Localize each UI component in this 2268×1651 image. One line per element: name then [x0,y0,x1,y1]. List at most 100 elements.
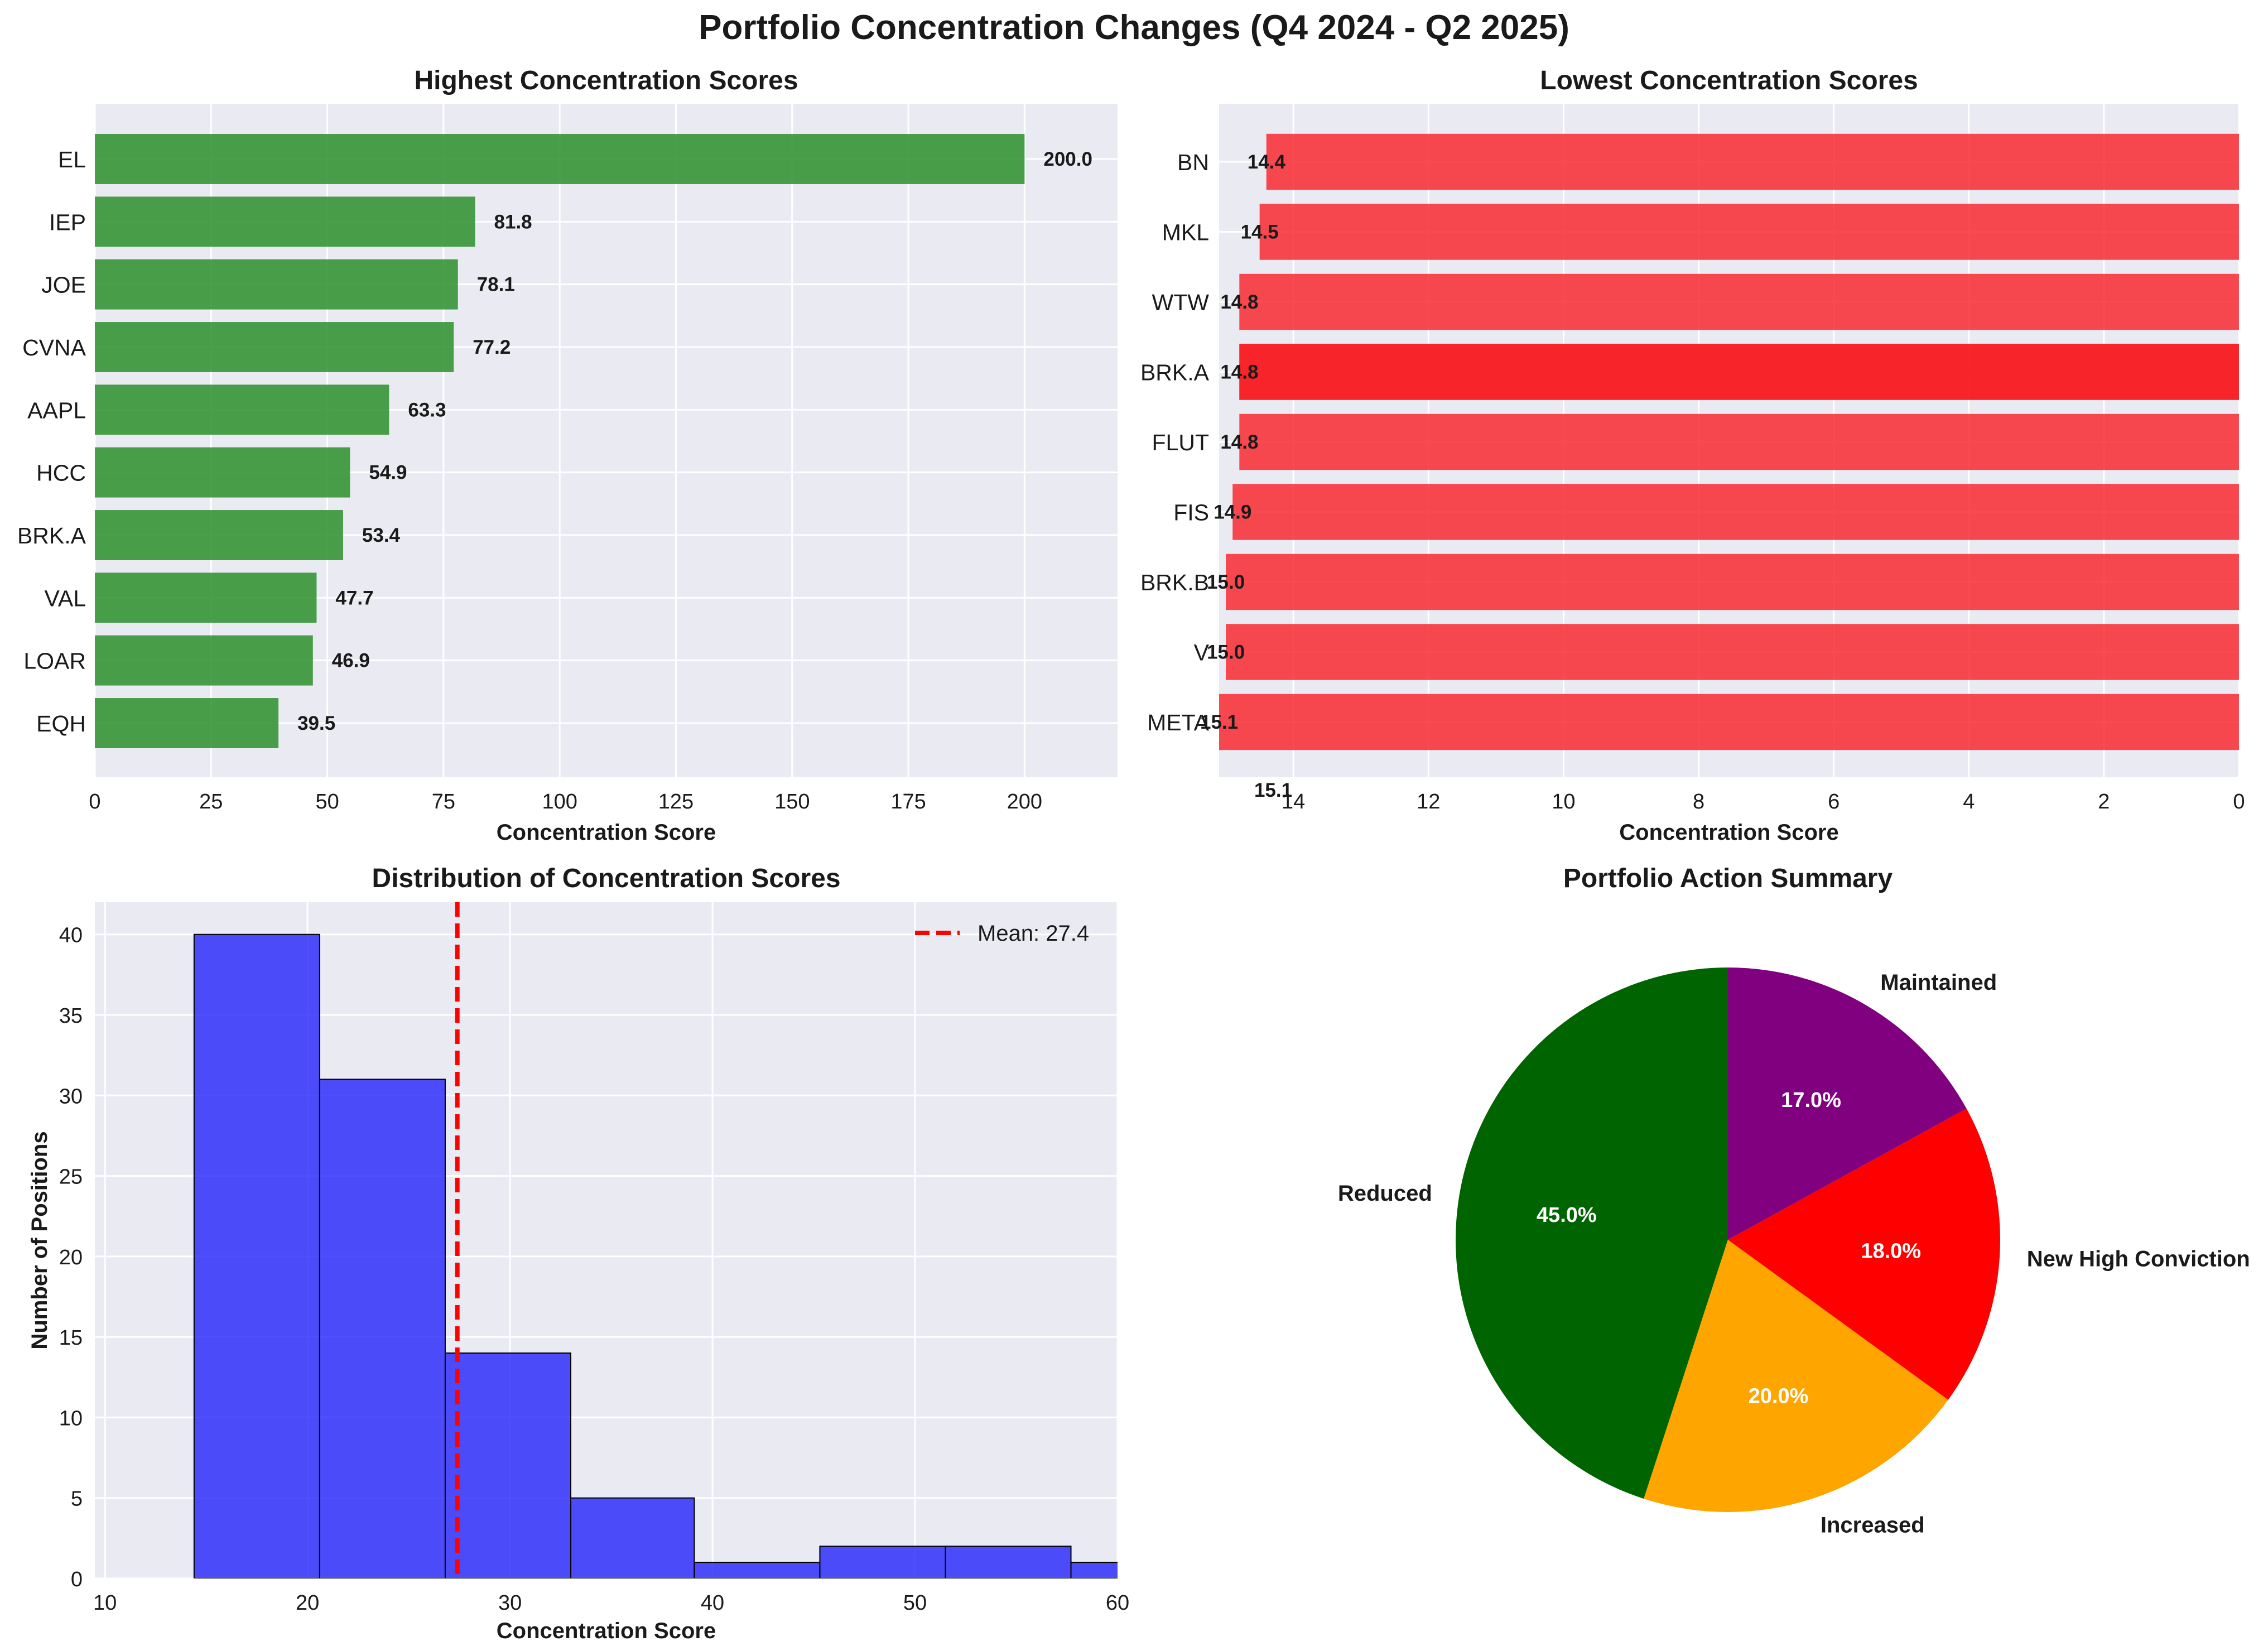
figure-title: Portfolio Concentration Changes (Q4 2024… [699,8,1569,47]
distribution-x-tick-label: 50 [903,1591,927,1615]
pie-slice-label: Reduced [1338,1181,1432,1206]
distribution-chart: Mean: 27.4 10 20 30 40 50 60 0 5 10 15 20 25 30 35 40 Di… [27,864,1129,1643]
distribution-x-tick-label: 10 [93,1591,117,1615]
highest-data-label: 53.4 [362,524,401,546]
distribution-y-tick-label: 10 [59,1407,83,1430]
highest-category-label: BRK.A [17,523,86,548]
distribution-x-axis-label: Concentration Score [497,1619,716,1643]
distribution-y-tick-label: 20 [59,1246,83,1269]
distribution-x-tick-label: 20 [296,1591,319,1615]
highest-data-label: 200.0 [1043,148,1092,170]
lowest-category-label: BRK.B [1140,570,1209,595]
pie-percent-label: 17.0% [1781,1089,1841,1112]
lowest-bar [1219,694,2239,750]
distribution-y-tick-label: 5 [71,1488,83,1511]
highest-category-label: EQH [36,711,86,737]
pie-percent-label: 45.0% [1537,1204,1597,1227]
lowest-category-label: FIS [1173,500,1209,526]
distribution-title: Distribution of Concentration Scores [372,864,840,893]
highest-data-label: 81.8 [494,211,532,233]
highest-bar [95,259,458,310]
highest-x-tick-label: 150 [774,790,810,814]
lowest-bar [1266,133,2239,190]
highest-category-label: VAL [45,585,86,611]
highest-x-tick-label: 75 [432,790,455,814]
histogram-bar [945,1546,1072,1578]
lowest-chart: 14.4 BN 14.5 MKL 14.8 WTW 14.8 BRK.A 14.8 FLUT 14.… [1140,66,2245,845]
highest-x-tick-label: 25 [199,790,223,814]
highest-bar [95,635,313,686]
lowest-category-label: MKL [1162,220,1209,246]
pie-slice [1455,968,1728,1499]
histogram-bar [193,933,320,1578]
highest-bar [95,134,1025,184]
distribution-y-tick-label: 35 [59,1004,83,1028]
lowest-data-label: 14.5 [1241,222,1279,243]
pie-slice [1728,1108,2000,1400]
highest-x-tick-label: 100 [542,790,577,814]
pie-slice-label: Increased [1821,1513,1925,1538]
lowest-category-label: META [1147,710,1210,735]
highest-data-label: 54.9 [369,462,407,484]
pie-percent-label: 20.0% [1749,1384,1809,1408]
pie-slice-label: New High Conviction [2027,1247,2250,1272]
lowest-category-label: WTW [1152,290,1210,315]
lowest-category-label: FLUT [1152,430,1210,455]
lowest-bar [1226,624,2239,680]
lowest-x-tick-label: 14 [1282,790,1305,814]
distribution-x-tick-label: 40 [701,1591,724,1615]
highest-x-tick-label: 50 [315,790,339,814]
lowest-category-label: BRK.A [1140,360,1210,386]
highest-x-tick-label: 200 [1007,790,1042,814]
distribution-x-tick-label: 30 [498,1591,522,1615]
lowest-bar [1239,344,2239,400]
lowest-stray-label: 15.1 [1254,779,1292,801]
distribution-y-tick-label: 15 [59,1326,83,1350]
histogram-bar [1070,1562,1118,1578]
highest-x-tick-label: 0 [89,790,100,814]
highest-chart: 200.0 EL 81.8 IEP 78.1 JOE 77.2 CVNA 63.3 AAPL 54.… [17,66,1118,845]
highest-data-label: 47.7 [335,587,373,609]
lowest-data-label: 14.4 [1248,151,1286,173]
highest-bar [95,322,454,372]
lowest-data-label: 14.8 [1220,291,1258,313]
pie-percent-label: 18.0% [1861,1239,1921,1263]
distribution-bars [193,933,1118,1578]
pie-slice [1728,968,1967,1240]
highest-category-label: EL [58,147,86,172]
histogram-bar [694,1562,821,1578]
lowest-bar [1259,204,2239,260]
highest-category-label: CVNA [22,335,86,360]
histogram-bar [819,1546,946,1578]
highest-data-label: 39.5 [297,713,335,734]
lowest-data-label: 14.8 [1220,431,1258,453]
highest-x-tick-label: 175 [890,790,926,814]
lowest-data-label: 15.0 [1207,571,1245,593]
highest-data-label: 46.9 [332,650,370,672]
lowest-x-tick-label: 0 [2233,790,2245,814]
highest-x-tick-label: 125 [658,790,694,814]
highest-category-label: HCC [36,460,86,486]
lowest-bar [1226,553,2239,610]
highest-bar [95,384,389,435]
histogram-bar [444,1352,571,1578]
highest-bar [95,447,350,498]
distribution-y-tick-label: 0 [71,1568,83,1591]
lowest-data-label: 14.9 [1214,502,1251,523]
lowest-x-tick-label: 10 [1552,790,1575,814]
lowest-bar [1239,413,2239,470]
actions-chart: Portfolio Action Summary 45.0% Reduced 20.0… [1338,864,2250,1538]
highest-data-label: 63.3 [408,399,446,421]
histogram-bar [570,1497,695,1578]
highest-x-axis-label: Concentration Score [497,820,716,845]
highest-data-label: 77.2 [473,336,511,358]
lowest-bar [1232,484,2239,540]
pie-slice [1644,1240,1948,1512]
highest-bar [95,698,279,748]
highest-title: Highest Concentration Scores [414,66,798,95]
lowest-data-label: 14.8 [1220,362,1258,383]
lowest-bar [1239,273,2239,330]
distribution-y-tick-label: 25 [59,1166,83,1189]
lowest-title: Lowest Concentration Scores [1540,66,1918,95]
